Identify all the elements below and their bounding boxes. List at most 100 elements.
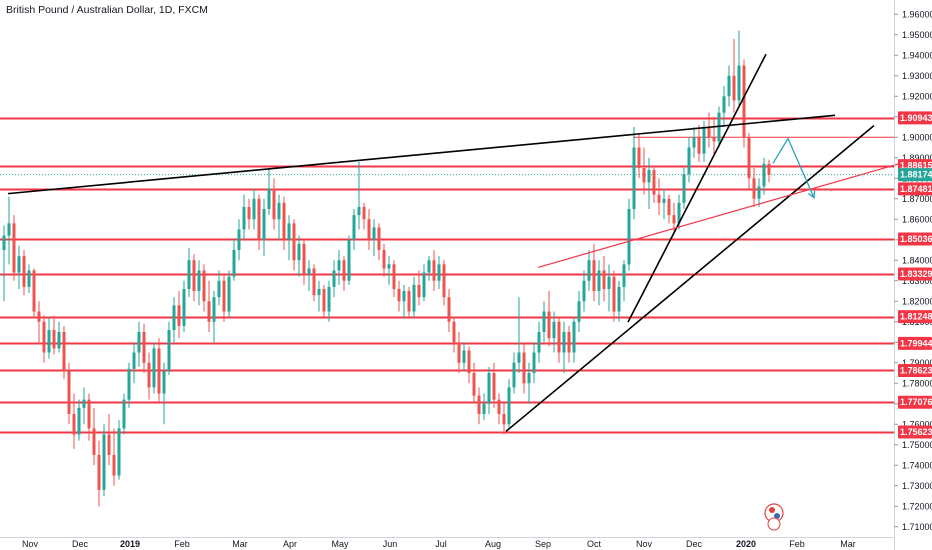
candle-66[interactable] xyxy=(332,260,336,298)
candle-108[interactable] xyxy=(542,301,546,343)
candle-60[interactable] xyxy=(302,239,306,285)
candle-14[interactable] xyxy=(72,393,76,449)
candle-19[interactable] xyxy=(97,440,101,507)
candle-92[interactable] xyxy=(462,342,466,371)
candle-20[interactable] xyxy=(102,424,106,496)
candle-17[interactable] xyxy=(87,393,91,441)
candle-37[interactable] xyxy=(187,247,191,298)
candle-39[interactable] xyxy=(197,260,201,306)
candle-112[interactable] xyxy=(562,321,566,373)
candle-3[interactable] xyxy=(17,245,21,289)
trendline-black-2[interactable] xyxy=(505,124,875,433)
candle-133[interactable] xyxy=(667,194,671,224)
candle-107[interactable] xyxy=(537,321,541,363)
candle-101[interactable] xyxy=(507,379,511,429)
candle-2[interactable] xyxy=(12,215,16,281)
candle-8[interactable] xyxy=(42,315,46,363)
candle-94[interactable] xyxy=(472,362,476,404)
candle-54[interactable] xyxy=(272,178,276,230)
candle-7[interactable] xyxy=(37,301,41,345)
candle-139[interactable] xyxy=(697,124,701,162)
candle-76[interactable] xyxy=(382,243,386,277)
candle-142[interactable] xyxy=(712,116,716,154)
candle-33[interactable] xyxy=(167,321,171,376)
candle-59[interactable] xyxy=(297,235,301,277)
candle-23[interactable] xyxy=(117,420,121,480)
candle-6[interactable] xyxy=(32,268,36,318)
candle-86[interactable] xyxy=(432,250,436,291)
candle-129[interactable] xyxy=(647,157,651,209)
candle-96[interactable] xyxy=(482,393,486,421)
trendline-black-1[interactable] xyxy=(627,53,767,323)
candle-95[interactable] xyxy=(477,387,481,425)
candle-1[interactable] xyxy=(7,196,11,265)
candle-127[interactable] xyxy=(637,133,641,179)
candle-70[interactable] xyxy=(352,209,356,250)
candle-36[interactable] xyxy=(182,280,186,332)
candle-45[interactable] xyxy=(227,270,231,318)
candle-106[interactable] xyxy=(532,342,536,384)
candle-26[interactable] xyxy=(132,342,136,384)
candle-89[interactable] xyxy=(447,288,451,332)
candle-69[interactable] xyxy=(347,235,351,285)
candle-55[interactable] xyxy=(277,194,281,240)
candle-62[interactable] xyxy=(312,264,316,302)
candle-102[interactable] xyxy=(512,352,516,394)
candle-105[interactable] xyxy=(527,362,531,404)
candle-151[interactable] xyxy=(757,178,761,207)
candle-83[interactable] xyxy=(417,270,421,306)
candle-122[interactable] xyxy=(612,270,616,322)
candle-126[interactable] xyxy=(632,127,636,220)
candle-148[interactable] xyxy=(742,59,746,148)
trendline-black-0[interactable] xyxy=(7,114,836,195)
candle-85[interactable] xyxy=(427,256,431,281)
candle-52[interactable] xyxy=(262,198,266,257)
candle-97[interactable] xyxy=(487,366,491,414)
candle-4[interactable] xyxy=(22,250,26,296)
candle-147[interactable] xyxy=(737,30,741,107)
candle-115[interactable] xyxy=(577,291,581,332)
candle-10[interactable] xyxy=(52,315,56,355)
candle-47[interactable] xyxy=(237,219,241,261)
candle-38[interactable] xyxy=(192,254,196,302)
time-axis[interactable]: Nov Dec 2019 Feb Mar Apr May Jun Jul Aug Sep Oct Nov… xyxy=(22,539,856,549)
candle-68[interactable] xyxy=(342,256,346,291)
candle-35[interactable] xyxy=(177,291,181,339)
candle-9[interactable] xyxy=(47,317,51,359)
candle-49[interactable] xyxy=(247,198,251,230)
candle-87[interactable] xyxy=(437,256,441,289)
candle-67[interactable] xyxy=(337,250,341,285)
candle-110[interactable] xyxy=(552,311,556,353)
candle-79[interactable] xyxy=(397,280,401,312)
candle-27[interactable] xyxy=(137,321,141,367)
candle-152[interactable] xyxy=(762,157,766,195)
candle-30[interactable] xyxy=(152,342,156,394)
candle-128[interactable] xyxy=(642,147,646,195)
candle-136[interactable] xyxy=(682,168,686,209)
candle-124[interactable] xyxy=(622,260,626,302)
candle-25[interactable] xyxy=(127,362,131,408)
candle-116[interactable] xyxy=(582,270,586,312)
candle-57[interactable] xyxy=(287,215,291,261)
candle-34[interactable] xyxy=(172,297,176,343)
candle-80[interactable] xyxy=(402,284,406,318)
candle-0[interactable] xyxy=(2,225,6,302)
candle-81[interactable] xyxy=(407,286,411,318)
candle-44[interactable] xyxy=(222,274,226,322)
candle-22[interactable] xyxy=(112,428,116,486)
candle-31[interactable] xyxy=(157,338,161,404)
candle-73[interactable] xyxy=(367,209,371,250)
candle-77[interactable] xyxy=(387,256,391,285)
candle-78[interactable] xyxy=(392,260,396,298)
candle-82[interactable] xyxy=(412,276,416,318)
candle-40[interactable] xyxy=(202,264,206,312)
candle-51[interactable] xyxy=(257,194,261,250)
candle-88[interactable] xyxy=(442,260,446,306)
candle-111[interactable] xyxy=(557,317,561,363)
candle-41[interactable] xyxy=(207,280,211,332)
candle-138[interactable] xyxy=(692,127,696,158)
candle-84[interactable] xyxy=(422,264,426,302)
candle-149[interactable] xyxy=(747,133,751,189)
candle-71[interactable] xyxy=(357,161,361,230)
